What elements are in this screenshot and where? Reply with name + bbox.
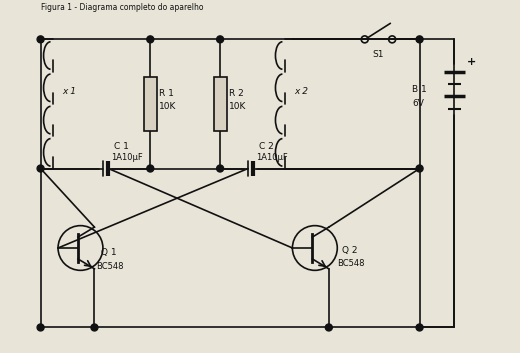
FancyBboxPatch shape bbox=[214, 77, 227, 131]
Text: 10K: 10K bbox=[229, 102, 246, 111]
Circle shape bbox=[217, 165, 224, 172]
Circle shape bbox=[416, 165, 423, 172]
Text: +: + bbox=[467, 57, 476, 67]
Circle shape bbox=[416, 324, 423, 331]
Circle shape bbox=[147, 165, 154, 172]
Text: C 2: C 2 bbox=[259, 142, 274, 151]
Circle shape bbox=[217, 36, 224, 43]
FancyBboxPatch shape bbox=[144, 77, 157, 131]
Text: BC548: BC548 bbox=[96, 262, 124, 271]
Text: x 2: x 2 bbox=[294, 87, 308, 96]
Circle shape bbox=[416, 36, 423, 43]
Text: 1A10μF: 1A10μF bbox=[111, 153, 143, 162]
Circle shape bbox=[37, 36, 44, 43]
Text: 10K: 10K bbox=[159, 102, 176, 111]
Circle shape bbox=[91, 324, 98, 331]
Text: R 1: R 1 bbox=[159, 90, 174, 98]
Text: 1A10μF: 1A10μF bbox=[256, 153, 288, 162]
Text: BC548: BC548 bbox=[337, 259, 365, 268]
Text: Q 1: Q 1 bbox=[101, 249, 117, 257]
Text: C 1: C 1 bbox=[114, 142, 129, 151]
Circle shape bbox=[37, 165, 44, 172]
Text: Q 2: Q 2 bbox=[342, 246, 358, 255]
Circle shape bbox=[37, 324, 44, 331]
Text: S1: S1 bbox=[372, 50, 384, 59]
Text: x 1: x 1 bbox=[62, 87, 76, 96]
Circle shape bbox=[326, 324, 332, 331]
Text: R 2: R 2 bbox=[229, 90, 243, 98]
Text: Figura 1 - Diagrama completo do aparelho: Figura 1 - Diagrama completo do aparelho bbox=[41, 3, 203, 12]
Text: B 1: B 1 bbox=[412, 84, 427, 94]
Circle shape bbox=[147, 36, 154, 43]
Text: 6V: 6V bbox=[412, 100, 424, 108]
